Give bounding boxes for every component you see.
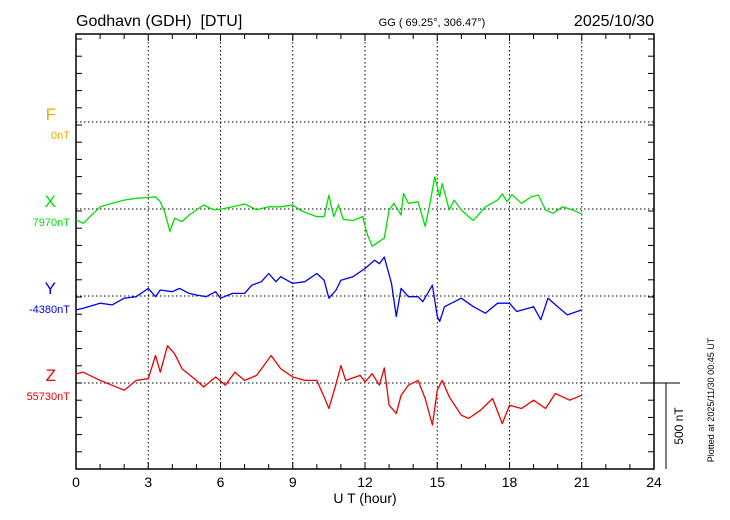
trace-x [75, 176, 583, 247]
x-tick-label: 12 [357, 474, 373, 490]
x-axis-label: U T (hour) [333, 490, 396, 506]
series-baseline-f: 0nT [51, 130, 70, 142]
x-tick-label: 0 [72, 474, 80, 490]
scale-bar: 500 nT [640, 382, 686, 469]
series-name-z: Z [46, 366, 56, 385]
trace-z [75, 345, 583, 426]
x-tick-label: 24 [646, 474, 662, 490]
series-labels: F 0nT X 7970nT Y -4380nT Z 55730nT [27, 105, 71, 403]
x-tick-label: 21 [574, 474, 590, 490]
plot-date: 2025/10/30 [574, 13, 654, 30]
station-title: Godhavn (GDH) [DTU] [76, 13, 242, 30]
grid [76, 34, 654, 469]
series-name-x: X [45, 192, 56, 211]
series-baseline-z: 55730nT [27, 391, 71, 403]
x-tick-label: 3 [144, 474, 152, 490]
series-name-f: F [46, 105, 56, 124]
x-tick-label: 6 [217, 474, 225, 490]
axes: 0 3 6 9 12 15 18 21 24 [72, 33, 662, 490]
x-tick-label: 18 [502, 474, 518, 490]
station-coords: GG ( 69.25°, 306.47°) [379, 17, 486, 29]
series-baseline-x: 7970nT [33, 217, 71, 229]
trace-y [75, 256, 583, 323]
x-tick-label: 15 [429, 474, 445, 490]
scale-label: 500 nT [672, 407, 686, 445]
series-baseline-y: -4380nT [29, 304, 70, 316]
plotted-timestamp: Plotted at 2025/11/30 00:45 UT [706, 337, 716, 462]
traces [75, 176, 583, 426]
series-name-y: Y [45, 279, 56, 298]
x-tick-label: 9 [289, 474, 297, 490]
